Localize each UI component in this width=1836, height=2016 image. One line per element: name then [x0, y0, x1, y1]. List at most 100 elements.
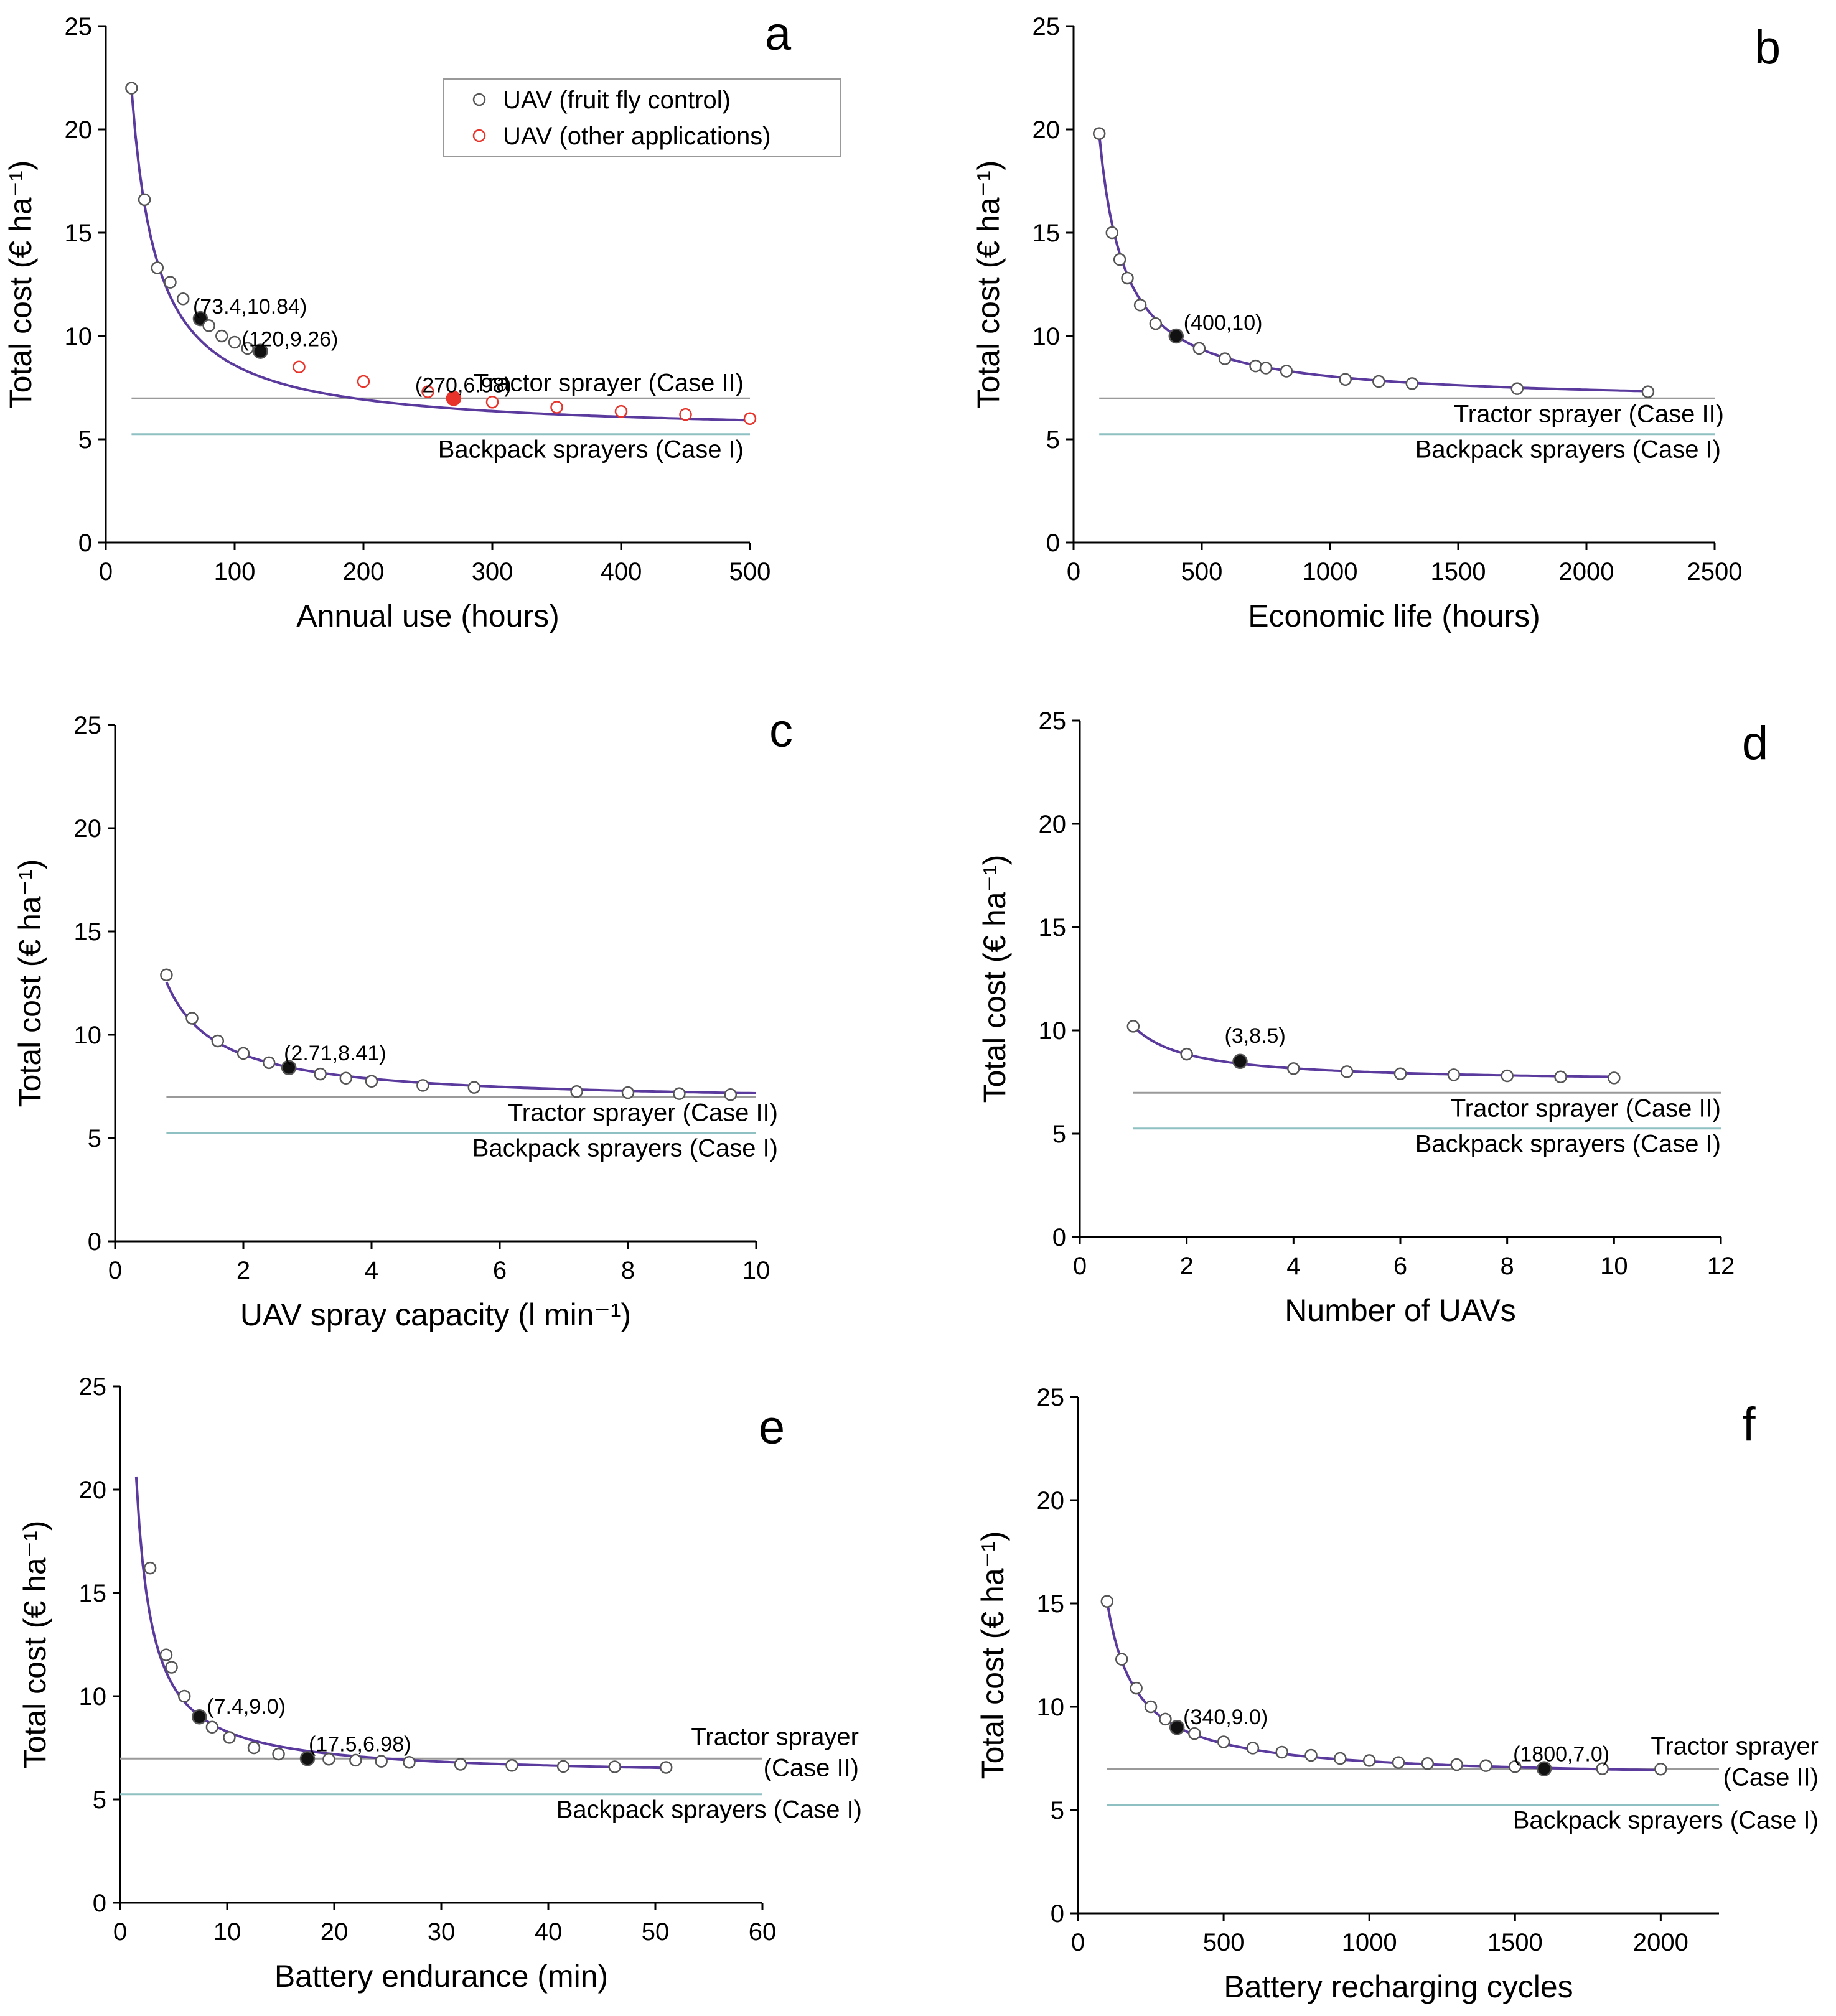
tractor-sprayer-label: (Case II)	[1723, 1763, 1819, 1791]
fit-curve	[130, 90, 751, 422]
backpack-sprayers-label: Backpack sprayers (Case I)	[472, 1135, 778, 1162]
data-point	[1126, 1020, 1140, 1033]
data-point	[1509, 1760, 1522, 1773]
y-tick-label: 0	[1051, 1900, 1064, 1928]
data-point	[416, 1079, 429, 1092]
y-tick-label: 15	[1033, 220, 1061, 247]
panel-letter: c	[769, 704, 793, 757]
y-tick-label: 10	[1037, 1694, 1065, 1721]
x-tick-label: 60	[749, 1918, 777, 1946]
data-point	[1501, 1069, 1514, 1083]
y-axis-title: Total cost (€ ha⁻¹)	[975, 1531, 1010, 1780]
y-tick-label: 15	[1037, 1590, 1065, 1618]
y-tick-label: 20	[74, 815, 102, 842]
panel-d: 0 2 4 6 8 10 12 0 5 10 15 20 25 Number of UAVs Total c…	[977, 707, 1768, 1328]
data-point	[679, 408, 692, 421]
y-tick-label: 0	[1046, 530, 1060, 557]
data-point	[1188, 1727, 1201, 1740]
tractor-sprayer-label: Tractor sprayer (Case II)	[1454, 400, 1724, 427]
x-axis-title: Number of UAVs	[1285, 1293, 1515, 1328]
y-tick-label: 10	[74, 1022, 102, 1049]
data-point	[1280, 365, 1293, 378]
y-tick-label: 10	[1033, 323, 1061, 350]
fit-curve	[165, 981, 757, 1094]
point-annotation: (17.5,6.98)	[309, 1732, 411, 1756]
fit-curve	[1132, 1025, 1614, 1078]
x-axis-title: Battery recharging cycles	[1224, 1969, 1573, 2004]
data-point	[1654, 1763, 1667, 1776]
panel-f: 0 500 1000 1500 2000 0 5 10 15 20 25 Battery rechar…	[975, 1384, 1819, 2004]
y-tick-label: 5	[1052, 1121, 1066, 1148]
data-point	[1405, 377, 1419, 390]
data-point	[421, 385, 434, 398]
y-tick-label: 25	[1037, 1384, 1065, 1411]
y-tick-label: 15	[1039, 914, 1067, 941]
data-point	[1393, 1067, 1407, 1080]
point-annotation: (7.4,9.0)	[207, 1695, 286, 1719]
data-point	[1287, 1062, 1300, 1075]
x-tick-label: 300	[472, 558, 513, 586]
point-annotation: (270,6.98)	[415, 373, 512, 397]
x-tick-label: 2500	[1687, 558, 1743, 586]
data-point	[138, 193, 151, 207]
y-tick-label: 20	[1039, 811, 1067, 838]
data-point	[1180, 1047, 1193, 1061]
x-tick-label: 0	[1067, 558, 1080, 586]
tractor-sprayer-label: (Case II)	[764, 1754, 859, 1781]
panel-c: 0 2 4 6 8 10 0 5 10 15 20 25 UAV spray capacity (l m…	[12, 704, 793, 1332]
data-point	[143, 1561, 157, 1575]
y-tick-label: 10	[79, 1683, 107, 1710]
data-point	[1259, 362, 1273, 375]
x-tick-label: 1500	[1431, 558, 1486, 586]
data-point	[1641, 385, 1655, 398]
data-point	[659, 1761, 673, 1774]
x-tick-label: 1500	[1487, 1929, 1543, 1956]
data-point	[743, 412, 757, 426]
data-point	[1372, 375, 1385, 388]
point-annotation: (400,10)	[1184, 311, 1263, 335]
x-tick-label: 1000	[1342, 1929, 1397, 1956]
data-point	[1121, 271, 1134, 285]
x-axis-title: Economic life (hours)	[1248, 599, 1540, 633]
data-point	[165, 1661, 178, 1674]
highlight-point	[1536, 1761, 1552, 1776]
legend-label: UAV (other applications)	[503, 123, 771, 150]
x-tick-label: 8	[1501, 1253, 1514, 1280]
y-tick-label: 0	[1052, 1224, 1066, 1251]
data-point	[1192, 342, 1206, 355]
data-point	[724, 1088, 738, 1101]
legend-marker	[472, 129, 486, 142]
y-tick-label: 10	[1039, 1017, 1067, 1045]
x-tick-label: 40	[535, 1918, 563, 1946]
y-tick-label: 15	[74, 918, 102, 946]
x-tick-label: 2000	[1559, 558, 1614, 586]
data-point	[1554, 1070, 1567, 1083]
fit-curve	[134, 1476, 667, 1770]
x-tick-label: 500	[1181, 558, 1223, 586]
y-tick-label: 5	[1051, 1797, 1064, 1824]
highlight-point	[1169, 1719, 1185, 1735]
point-annotation: (1800,7.0)	[1513, 1743, 1609, 1766]
legend: UAV (fruit fly control) UAV (other applic…	[443, 78, 841, 157]
data-point	[1275, 1745, 1288, 1759]
data-point	[608, 1760, 621, 1773]
y-tick-label: 20	[65, 116, 93, 144]
data-point	[570, 1085, 583, 1098]
data-point	[1334, 1752, 1347, 1765]
x-axis-title: Battery endurance (min)	[274, 1959, 608, 1994]
x-tick-label: 2	[1180, 1253, 1194, 1280]
panel-letter: f	[1742, 1398, 1756, 1451]
panel-letter: e	[759, 1401, 785, 1454]
x-tick-label: 2	[237, 1257, 250, 1284]
data-point	[164, 276, 177, 289]
x-tick-label: 100	[214, 558, 256, 586]
data-point	[454, 1758, 467, 1771]
data-point	[293, 360, 306, 374]
x-axis-title: UAV spray capacity (l min⁻¹)	[240, 1297, 631, 1332]
data-point	[1339, 373, 1352, 386]
data-point	[349, 1753, 362, 1767]
x-tick-label: 0	[99, 558, 113, 586]
x-tick-label: 200	[343, 558, 385, 586]
data-point	[403, 1755, 416, 1769]
